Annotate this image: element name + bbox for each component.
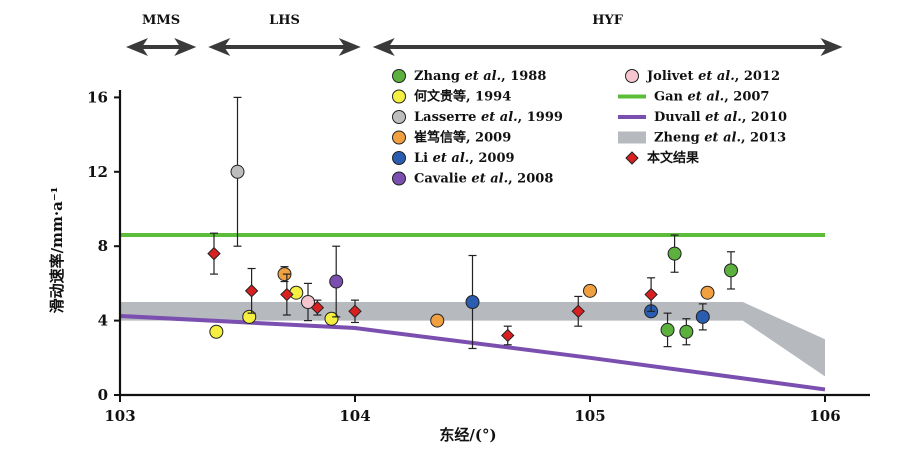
legend-label: Gan et al., 2007	[654, 90, 769, 105]
data-point-diamond	[501, 328, 515, 343]
legend-label: 本文结果	[647, 150, 699, 166]
arrowhead-left	[126, 38, 148, 56]
data-point	[667, 246, 682, 261]
y-tick-label: 12	[87, 163, 108, 181]
data-point	[329, 274, 344, 289]
legend-label: Zheng et al., 2013	[654, 131, 786, 146]
legend-item: 崔笃信等, 2009	[392, 130, 511, 146]
legend-item: Gan et al., 2007	[618, 90, 769, 105]
data-point-diamond	[310, 300, 325, 315]
data-point-diamond	[280, 287, 294, 302]
data-point	[724, 263, 738, 278]
data-point	[230, 164, 245, 179]
segment-label: HYF	[592, 13, 624, 28]
legend-band	[618, 131, 646, 144]
segment-label: LHS	[269, 13, 300, 28]
data-point-diamond	[207, 246, 221, 261]
legend-marker	[625, 151, 639, 165]
legend-label: Duvall et al., 2010	[654, 110, 787, 125]
y-tick-label: 4	[98, 312, 108, 330]
data-point-diamond	[348, 304, 362, 319]
legend-label: Cavalie et al., 2008	[414, 172, 553, 187]
legend-item: Zheng et al., 2013	[618, 131, 786, 146]
y-tick-label: 0	[98, 386, 108, 404]
data-point	[700, 285, 715, 300]
segment-arrows: MMS LHS HYF	[126, 13, 843, 56]
y-tick-label: 16	[87, 88, 108, 106]
legend-item: Lasserre et al., 1999	[392, 110, 563, 125]
data-point-diamond	[571, 304, 585, 319]
data-point-diamond	[644, 287, 658, 302]
x-axis-label: 东经/(°)	[439, 426, 496, 444]
series-zhang-et-al-1988	[660, 234, 738, 348]
arrowhead-right	[174, 38, 197, 56]
x-tick-label: 104	[339, 407, 370, 425]
data-point-diamond	[244, 284, 259, 298]
segment-hyf: HYF	[372, 13, 843, 56]
legend-marker	[625, 69, 639, 83]
legend-marker	[392, 171, 406, 186]
legend-item: Li et al., 2009	[392, 151, 515, 166]
series-cavalie-et-al-2008	[329, 245, 344, 318]
x-tick-label: 103	[104, 407, 135, 425]
data-point	[430, 313, 445, 328]
segment-lhs: LHS	[208, 13, 361, 56]
data-point	[242, 309, 257, 324]
legend-label: Li et al., 2009	[414, 151, 515, 166]
legend-label: Zhang et al., 1988	[414, 69, 546, 84]
arrowhead-left	[208, 38, 231, 56]
data-point	[209, 324, 224, 339]
legend-marker	[392, 151, 406, 165]
series-lasserre-et-al-1999	[230, 96, 245, 247]
series--	[207, 232, 658, 346]
arrowhead-left	[372, 38, 395, 56]
legend-item: Duvall et al., 2010	[618, 110, 787, 125]
legend: Zhang et al., 1988 何文贵等, 1994 Lasserre et …	[392, 69, 787, 187]
plot-area: 103 104 105 106 0 4 8 12 16	[87, 88, 870, 425]
legend-item: 本文结果	[625, 150, 699, 166]
y-tick-label: 8	[98, 237, 108, 255]
arrowhead-right	[820, 38, 843, 56]
data-point	[679, 324, 694, 339]
legend-marker	[392, 110, 406, 124]
legend-label: Lasserre et al., 1999	[414, 110, 563, 125]
data-point	[583, 283, 597, 298]
legend-item: Jolivet et al., 2012	[625, 69, 780, 84]
segment-mms: MMS	[126, 13, 197, 56]
legend-item: Zhang et al., 1988	[392, 69, 546, 84]
legend-label: 何文贵等, 1994	[414, 89, 511, 105]
arrowhead-right	[338, 38, 361, 56]
legend-label: Jolivet et al., 2012	[646, 69, 780, 84]
legend-marker	[392, 89, 406, 104]
series--2009	[277, 266, 715, 328]
x-tick-label: 105	[574, 407, 605, 425]
data-point	[324, 311, 339, 326]
series-li-et-al-2009	[465, 254, 710, 350]
data-point	[289, 285, 304, 300]
x-tick-label: 106	[809, 407, 840, 425]
legend-marker	[392, 69, 406, 83]
data-point	[695, 309, 710, 324]
legend-item: 何文贵等, 1994	[392, 89, 511, 105]
series-jolivet-et-al-2012	[301, 282, 315, 322]
data-point	[465, 295, 480, 309]
y-axis-label: 滑动速率/mm·a⁻¹	[48, 187, 66, 314]
legend-item: Cavalie et al., 2008	[392, 171, 553, 187]
series--1994	[209, 285, 339, 339]
legend-marker	[392, 130, 406, 145]
data-point	[301, 295, 315, 309]
legend-label: 崔笃信等, 2009	[414, 130, 511, 146]
segment-label: MMS	[142, 13, 180, 28]
data-point	[660, 322, 675, 337]
band-zheng-2013	[120, 302, 825, 377]
